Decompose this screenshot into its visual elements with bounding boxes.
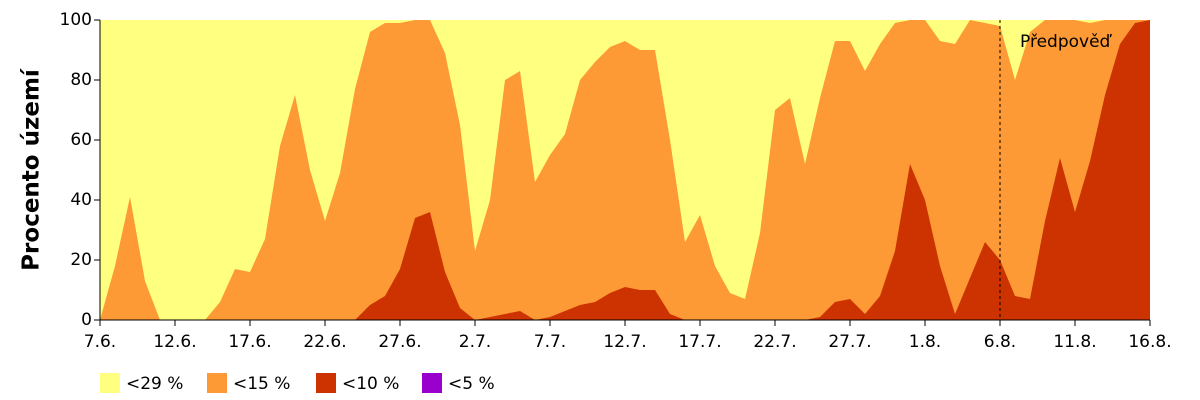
y-tick-label: 40	[70, 190, 92, 210]
x-tick-label: 7.6.	[84, 332, 116, 352]
x-tick-label: 16.8.	[1128, 332, 1171, 352]
y-tick-label: 0	[81, 310, 92, 330]
legend-swatch	[100, 373, 120, 393]
plot-area	[100, 20, 1150, 320]
x-tick-label: 27.7.	[828, 332, 871, 352]
legend-item: <29 %	[100, 373, 183, 394]
x-tick-label: 7.7.	[534, 332, 566, 352]
x-tick-label: 22.7.	[753, 332, 796, 352]
x-tick-label: 11.8.	[1053, 332, 1096, 352]
area	[100, 20, 1150, 320]
x-tick-label: 17.6.	[228, 332, 271, 352]
y-tick-label: 60	[70, 130, 92, 150]
legend-label: <5 %	[448, 374, 495, 394]
x-tick-label: 12.7.	[603, 332, 646, 352]
x-tick-label: 27.6.	[378, 332, 421, 352]
annotation: Předpověď	[1020, 32, 1113, 52]
legend-item: <15 %	[207, 373, 290, 394]
y-tick-label: 80	[70, 70, 92, 90]
legend-swatch	[316, 373, 336, 393]
x-tick-label: 2.7.	[459, 332, 491, 352]
legend-label: <29 %	[126, 374, 183, 394]
x-tick-label: 12.6.	[153, 332, 196, 352]
x-tick-label: 22.6.	[303, 332, 346, 352]
y-axis-label: Procento území	[19, 68, 45, 271]
y-tick-label: 100	[60, 10, 92, 30]
legend-label: <10 %	[342, 374, 399, 394]
x-tick-label: 6.8.	[984, 332, 1016, 352]
legend-swatch	[422, 373, 442, 393]
legend-label: <15 %	[233, 374, 290, 394]
x-tick-label: 17.7.	[678, 332, 721, 352]
legend-swatch	[207, 373, 227, 393]
area	[100, 20, 1150, 320]
legend-item: <10 %	[316, 373, 399, 394]
y-tick-label: 20	[70, 250, 92, 270]
legend-item: <5 %	[422, 373, 495, 394]
x-tick-label: 1.8.	[909, 332, 941, 352]
